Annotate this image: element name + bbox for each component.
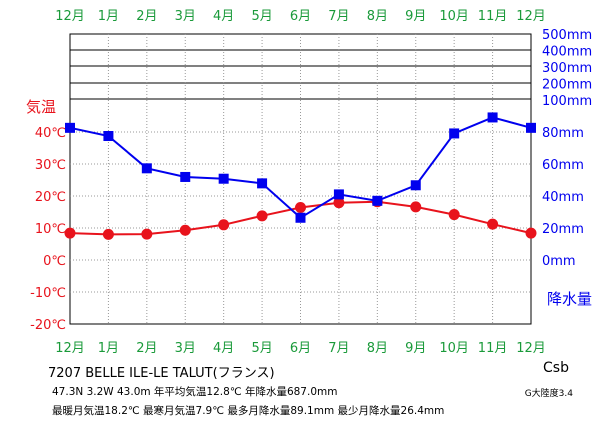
precipitation-tick-label: 500mm [542, 28, 592, 43]
temperature-point [179, 224, 191, 236]
month-label: 3月 [175, 341, 196, 356]
chart-series [64, 112, 537, 240]
temperature-tick-label: 0℃ [43, 254, 66, 269]
precipitation-tick-label: 400mm [542, 45, 592, 60]
precipitation-point [372, 195, 383, 206]
month-label: 10月 [439, 341, 469, 356]
temperature-tick-label: 20℃ [35, 190, 66, 205]
temperature-tick-label: 10℃ [35, 222, 66, 237]
month-label: 3月 [175, 9, 196, 24]
month-label: 5月 [251, 9, 272, 24]
temperature-axis-title: 気温 [26, 98, 56, 116]
month-label: 12月 [516, 341, 546, 356]
month-label: 1月 [98, 341, 119, 356]
temperature-point [333, 197, 345, 209]
month-labels-bottom: 12月 1月 2月 3月 4月 5月 6月 7月 8月 9月 10月 11月 12月 [55, 341, 546, 356]
temperature-tick-label: -20℃ [30, 318, 66, 333]
month-label: 7月 [328, 9, 349, 24]
chart-grid [69, 33, 532, 325]
precipitation-tick-label: 40mm [542, 190, 584, 205]
station-summary: 47.3N 3.2W 43.0m 年平均気温12.8℃ 年降水量687.0mm [52, 386, 338, 398]
month-label: 4月 [213, 9, 234, 24]
temperature-point [295, 202, 306, 214]
precipitation-point [295, 212, 306, 223]
temperature-point [141, 228, 153, 240]
precipitation-point [410, 180, 421, 191]
precipitation-point [218, 173, 229, 184]
precipitation-point [526, 122, 536, 133]
month-label: 2月 [136, 9, 157, 24]
temperature-point [448, 209, 460, 221]
temperature-tick-label: 40℃ [35, 126, 66, 141]
precipitation-point [141, 163, 152, 174]
month-label: 9月 [405, 341, 426, 356]
month-label: 8月 [367, 9, 388, 24]
station-extremes: 最暖月気温18.2℃ 最寒月気温7.9℃ 最多月降水量89.1mm 最少月降水量… [52, 405, 445, 417]
precipitation-tick-label: 300mm [542, 61, 592, 76]
precipitation-tick-label: 100mm [542, 94, 592, 109]
month-label: 7月 [328, 341, 349, 356]
month-label: 5月 [251, 341, 272, 356]
precipitation-point [487, 112, 498, 123]
climate-class: Csb [543, 360, 569, 376]
precipitation-tick-label: 80mm [542, 126, 584, 141]
temperature-point [487, 218, 499, 230]
temperature-point [256, 210, 268, 222]
month-label: 12月 [55, 341, 85, 356]
station-name: 7207 BELLE ILE-LE TALUT(フランス) [48, 366, 275, 381]
month-label: 2月 [136, 341, 157, 356]
precipitation-point [449, 128, 460, 139]
continentality-index: G大陸度3.4 [524, 389, 573, 399]
precipitation-tick-label: 60mm [542, 158, 584, 173]
precipitation-tick-label: 200mm [542, 78, 592, 93]
temperature-tick-label: 30℃ [35, 158, 66, 173]
month-label: 6月 [290, 9, 311, 24]
temperature-point [410, 201, 422, 213]
precipitation-point [103, 131, 114, 141]
month-label: 11月 [478, 341, 508, 356]
month-label: 8月 [367, 341, 388, 356]
temperature-point [102, 228, 114, 240]
precipitation-point [180, 171, 191, 182]
month-label: 9月 [405, 9, 426, 24]
month-label: 11月 [478, 9, 508, 24]
month-label: 12月 [516, 9, 546, 24]
month-label: 12月 [55, 9, 85, 24]
precipitation-tick-label: 0mm [542, 254, 576, 269]
temperature-tick-label: -10℃ [30, 286, 66, 301]
precipitation-point [257, 178, 268, 189]
temperature-axis: 気温 40℃ 30℃ 20℃ 10℃ 0℃ -10℃ -20℃ [26, 98, 66, 333]
month-label: 4月 [213, 341, 234, 356]
temperature-point [218, 219, 230, 231]
precipitation-tick-label: 20mm [542, 222, 584, 237]
month-label: 10月 [439, 9, 469, 24]
month-label: 1月 [98, 9, 119, 24]
temperature-point [64, 227, 76, 239]
precipitation-point [65, 122, 75, 133]
month-labels-top: 12月 1月 2月 3月 4月 5月 6月 7月 8月 9月 10月 11月 12月 [55, 9, 546, 24]
precipitation-point [333, 189, 344, 200]
temperature-point [525, 227, 537, 239]
month-label: 6月 [290, 341, 311, 356]
precipitation-axis-title: 降水量 [547, 290, 592, 308]
